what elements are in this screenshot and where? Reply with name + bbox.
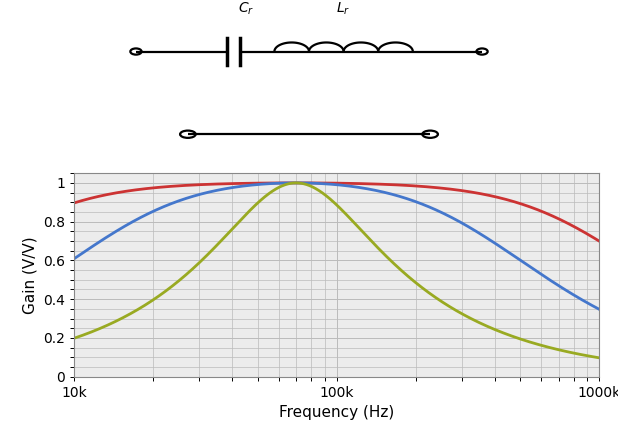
Text: $C_r$: $C_r$ [238, 0, 255, 17]
Y-axis label: Gain (V/V): Gain (V/V) [23, 236, 38, 314]
Text: $L_r$: $L_r$ [336, 0, 351, 17]
X-axis label: Frequency (Hz): Frequency (Hz) [279, 405, 394, 420]
